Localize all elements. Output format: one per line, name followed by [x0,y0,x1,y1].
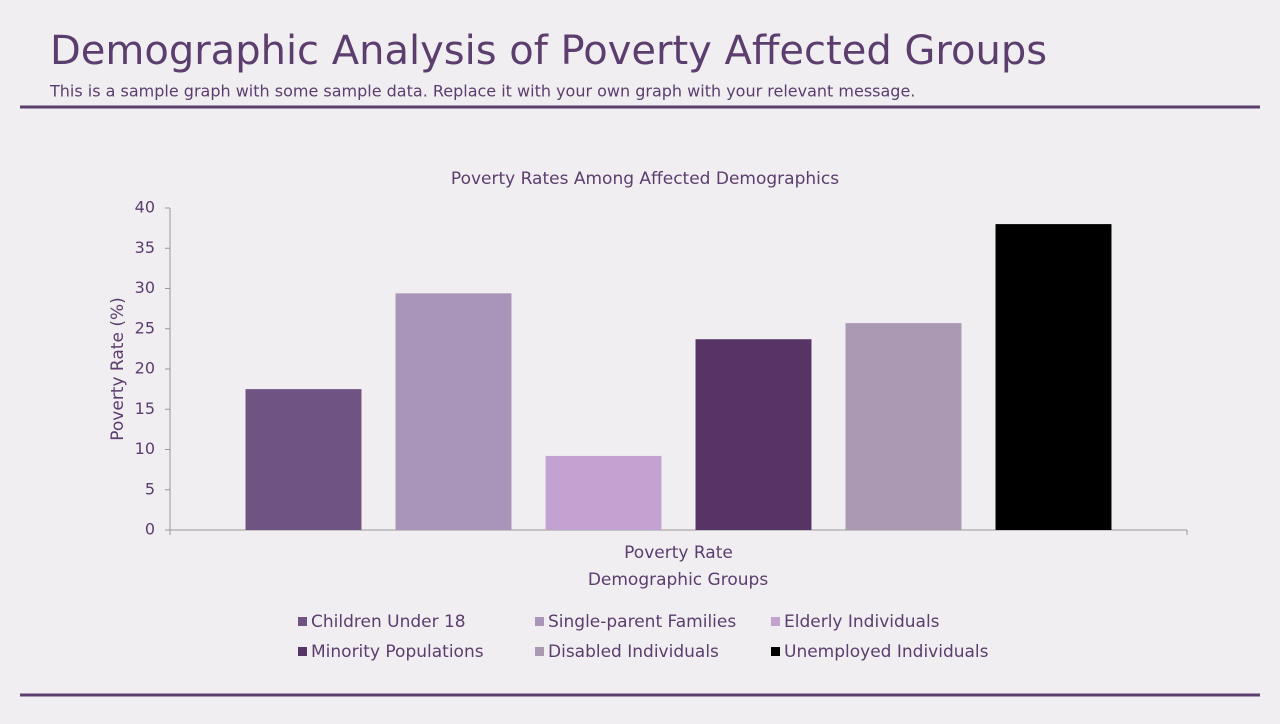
bar [245,389,362,530]
chart-title: Poverty Rates Among Affected Demographic… [451,169,839,189]
y-tick-label: 25 [135,318,155,337]
bar [845,323,962,530]
legend-swatch [298,617,307,626]
legend-label: Minority Populations [311,642,484,662]
legend-swatch [771,647,780,656]
bar [395,293,512,530]
x-tick-label: Poverty Rate [624,543,733,563]
legend-swatch [535,617,544,626]
bar [995,224,1112,530]
y-tick-label: 5 [145,479,155,498]
legend-swatch [298,647,307,656]
legend-label: Disabled Individuals [548,642,719,662]
y-axis-label: Poverty Rate (%) [108,297,128,441]
y-tick-label: 15 [135,399,155,418]
x-axis-label: Demographic Groups [588,570,769,590]
legend-label: Children Under 18 [311,612,466,632]
y-tick-label: 40 [135,198,155,217]
legend-label: Elderly Individuals [784,612,940,632]
y-tick-label: 30 [135,278,155,297]
legend-label: Single-parent Families [548,612,736,632]
y-tick-label: 0 [145,520,155,539]
bar [545,455,662,530]
slide-subtitle: This is a sample graph with some sample … [49,82,915,101]
legend-label: Unemployed Individuals [784,642,989,662]
legend-swatch [535,647,544,656]
bar [695,339,812,530]
y-tick-label: 10 [135,439,155,458]
legend-swatch [771,617,780,626]
y-tick-label: 35 [135,238,155,257]
slide-title: Demographic Analysis of Poverty Affected… [50,28,1047,74]
y-tick-label: 20 [135,359,155,378]
